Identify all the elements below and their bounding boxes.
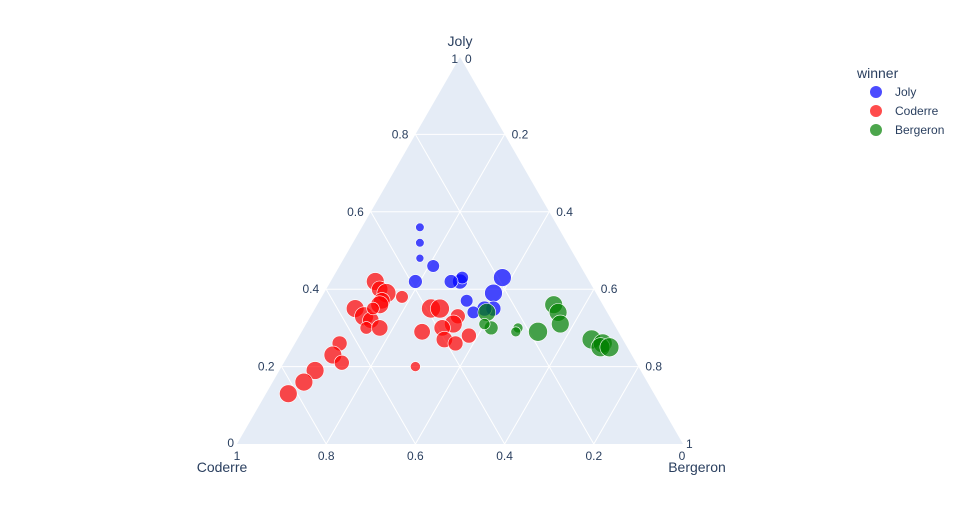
legend: winner Joly Coderre Bergeron xyxy=(856,65,944,137)
data-point-joly[interactable] xyxy=(415,222,425,232)
axis-title-c: Bergeron xyxy=(668,459,726,475)
tick-label-b: 0.6 xyxy=(407,449,424,463)
tick-label-a: 0.2 xyxy=(258,360,275,374)
legend-marker-bergeron xyxy=(870,124,882,136)
data-point-coderre[interactable] xyxy=(461,327,477,344)
tick-label-c: 0.4 xyxy=(556,205,573,219)
data-point-coderre[interactable] xyxy=(333,354,350,371)
data-point-joly[interactable] xyxy=(408,274,423,289)
legend-title: winner xyxy=(856,65,899,81)
tick-label-a: 0.8 xyxy=(392,127,409,141)
data-point-joly[interactable] xyxy=(460,294,474,308)
data-point-coderre[interactable] xyxy=(430,298,450,319)
axis-title-a: Joly xyxy=(448,33,473,49)
data-point-coderre[interactable] xyxy=(447,335,464,352)
ternary-background xyxy=(237,57,683,444)
tick-label-a-zero: 0 xyxy=(465,52,472,66)
data-point-coderre[interactable] xyxy=(359,321,373,335)
data-point-coderre[interactable] xyxy=(366,301,380,316)
gridline-c xyxy=(593,366,639,445)
data-point-joly[interactable] xyxy=(443,274,459,289)
tick-label-c-zero: 0 xyxy=(227,436,234,450)
gridline-b xyxy=(281,366,327,445)
tick-label-b: 0.8 xyxy=(318,449,335,463)
data-point-joly[interactable] xyxy=(484,283,503,303)
gridline-c xyxy=(504,288,595,445)
tick-label-c: 0.2 xyxy=(512,127,529,141)
data-point-coderre[interactable] xyxy=(395,290,409,304)
data-point-bergeron[interactable] xyxy=(510,326,522,338)
legend-item-joly[interactable]: Joly xyxy=(870,85,916,99)
tick-label-a: 0.4 xyxy=(303,282,320,296)
legend-marker-joly xyxy=(870,86,882,98)
ternary-tick-labels: 0.2 0.2 0.2 0.4 0.4 0.4 0.6 0.6 0.6 0.8 0.8 0.8 1 1 1 xyxy=(234,52,693,463)
gridline-b xyxy=(325,288,416,445)
tick-label-b-zero: 0 xyxy=(679,449,686,463)
tick-label-c: 0.8 xyxy=(645,360,662,374)
legend-marker-coderre xyxy=(870,105,882,117)
data-point-joly[interactable] xyxy=(415,238,425,248)
data-point-coderre[interactable] xyxy=(371,319,389,337)
data-point-coderre[interactable] xyxy=(413,323,431,341)
tick-label-a: 0.6 xyxy=(347,205,364,219)
data-point-coderre[interactable] xyxy=(305,361,325,380)
data-point-joly[interactable] xyxy=(415,253,425,263)
tick-label-c: 0.6 xyxy=(601,282,618,296)
ternary-data-points xyxy=(279,222,620,403)
data-point-joly[interactable] xyxy=(493,268,512,287)
data-point-bergeron[interactable] xyxy=(599,337,620,358)
legend-item-coderre[interactable]: Coderre xyxy=(870,104,939,118)
data-point-coderre[interactable] xyxy=(410,361,421,372)
tick-label-b: 0.4 xyxy=(496,449,513,463)
tick-label-c: 1 xyxy=(686,437,693,451)
data-point-joly[interactable] xyxy=(426,259,440,273)
tick-label-a: 1 xyxy=(451,52,458,66)
legend-label-bergeron: Bergeron xyxy=(895,123,944,137)
data-point-coderre[interactable] xyxy=(294,372,314,392)
axis-title-b: Coderre xyxy=(197,459,248,475)
data-point-bergeron[interactable] xyxy=(528,321,548,342)
tick-label-b: 1 xyxy=(234,449,241,463)
data-point-coderre[interactable] xyxy=(279,384,298,403)
legend-label-joly: Joly xyxy=(895,85,916,99)
tick-label-b: 0.2 xyxy=(585,449,602,463)
legend-label-coderre: Coderre xyxy=(895,104,939,118)
data-point-bergeron[interactable] xyxy=(478,318,491,330)
legend-item-bergeron[interactable]: Bergeron xyxy=(870,123,944,137)
ternary-plot-area: 0.2 0.2 0.2 0.4 0.4 0.4 0.6 0.6 0.6 0.8 0.8 0.8 1 1 1 xyxy=(234,52,693,463)
data-point-bergeron[interactable] xyxy=(551,314,570,334)
